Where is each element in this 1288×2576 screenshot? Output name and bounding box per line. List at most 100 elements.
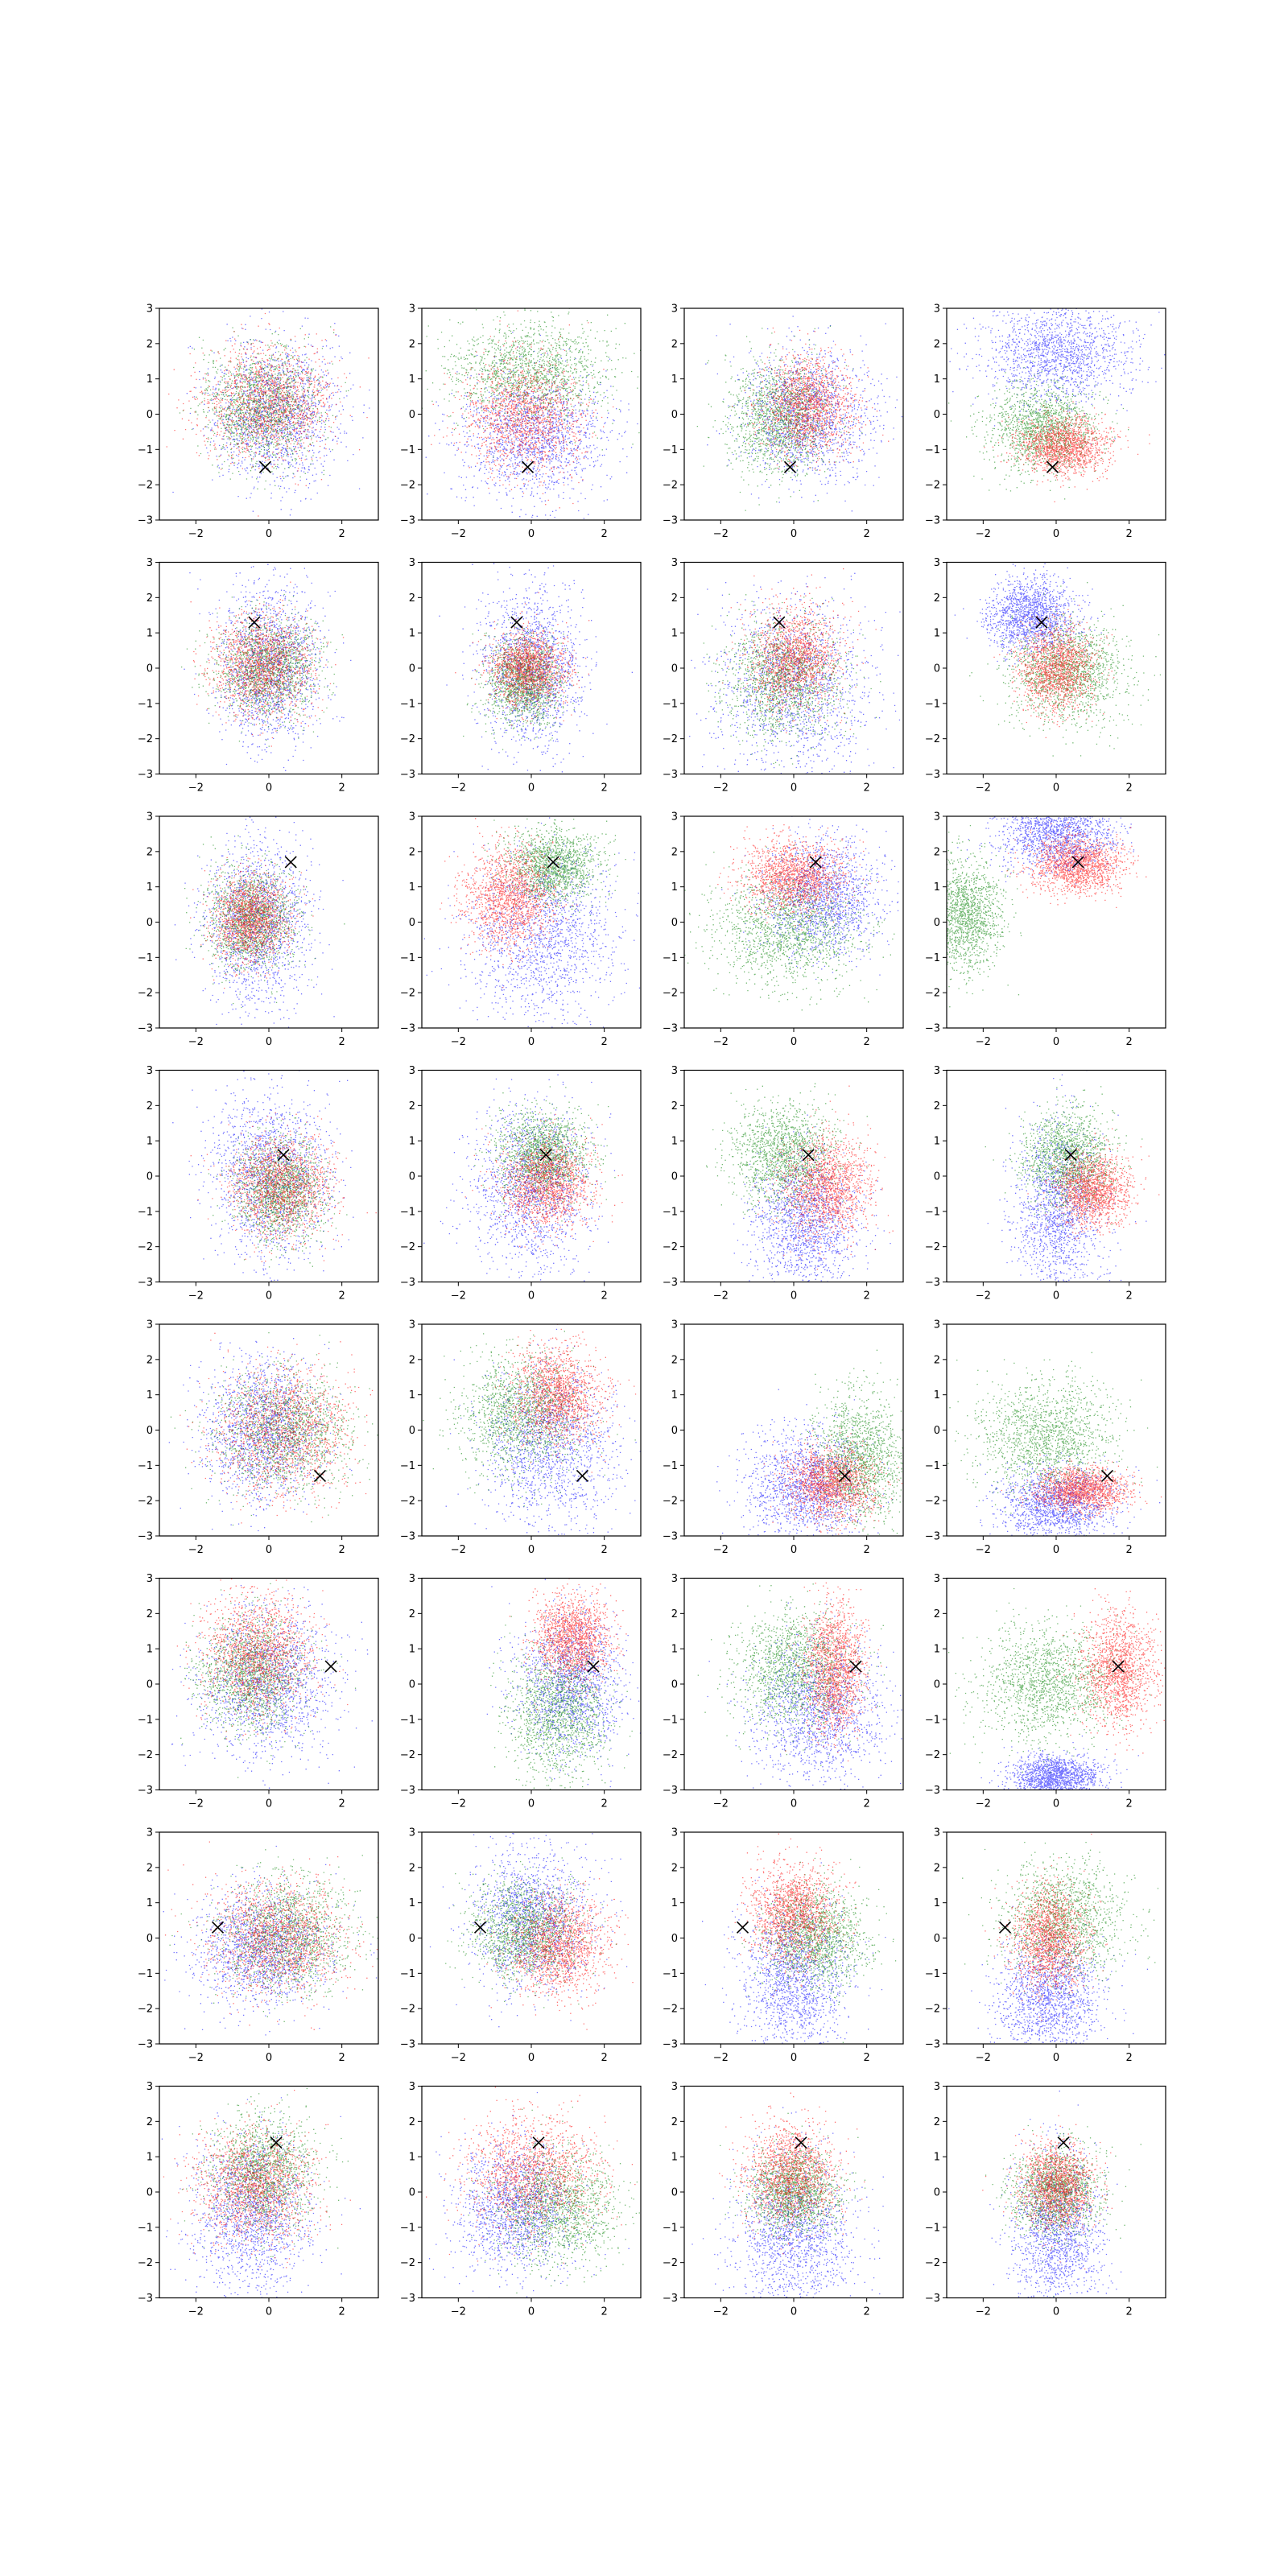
x-tick-label: −2 — [976, 1544, 991, 1556]
y-tick-label: −1 — [400, 1460, 415, 1472]
y-tick-label: 0 — [671, 1425, 678, 1437]
y-tick-label: −3 — [925, 515, 940, 527]
x-tick-label: 0 — [528, 2306, 535, 2318]
y-tick-label: −2 — [925, 1241, 940, 1253]
x-tick-label: 2 — [864, 1290, 870, 1302]
x-tick-label: 2 — [339, 2052, 345, 2064]
y-tick-label: 1 — [147, 1136, 153, 1148]
y-tick-label: −2 — [138, 2004, 153, 2016]
y-tick-label: 0 — [147, 1171, 153, 1183]
y-tick-label: −3 — [400, 2293, 415, 2305]
y-tick-label: −3 — [925, 2039, 940, 2051]
x-tick-label: −2 — [713, 528, 729, 540]
y-tick-label: 3 — [409, 557, 415, 569]
x-tick-label: 2 — [339, 1036, 345, 1048]
y-tick-label: −3 — [925, 1277, 940, 1289]
y-tick-label: −2 — [138, 480, 153, 492]
y-tick-label: −3 — [138, 1023, 153, 1035]
y-tick-label: −1 — [663, 952, 678, 964]
y-tick-label: −3 — [138, 1277, 153, 1289]
y-tick-label: −1 — [663, 1968, 678, 1980]
y-tick-label: 2 — [409, 338, 415, 350]
y-tick-label: −1 — [925, 1714, 940, 1726]
y-tick-label: 2 — [934, 846, 940, 858]
x-tick-label: 0 — [528, 528, 535, 540]
x-tick-label: 2 — [339, 1544, 345, 1556]
y-tick-label: 2 — [671, 1100, 678, 1113]
x-tick-label: −2 — [188, 1036, 204, 1048]
x-tick-label: −2 — [976, 2052, 991, 2064]
x-tick-label: 2 — [864, 528, 870, 540]
y-tick-label: −2 — [138, 2257, 153, 2269]
y-tick-label: −1 — [138, 1714, 153, 1726]
y-tick-label: −2 — [925, 1496, 940, 1508]
y-tick-label: 1 — [409, 374, 415, 386]
y-tick-label: 2 — [671, 1354, 678, 1366]
x-tick-label: 2 — [601, 1290, 608, 1302]
y-tick-label: −1 — [400, 698, 415, 710]
y-tick-label: −1 — [925, 1460, 940, 1472]
y-tick-label: 1 — [934, 1897, 940, 1909]
y-tick-label: −1 — [925, 2222, 940, 2234]
y-tick-label: −3 — [925, 2293, 940, 2305]
y-tick-label: 2 — [934, 338, 940, 350]
y-tick-label: 3 — [147, 2081, 153, 2093]
y-tick-label: 0 — [147, 1933, 153, 1945]
y-tick-label: 2 — [147, 1862, 153, 1874]
y-tick-label: 3 — [409, 2081, 415, 2093]
x-tick-label: 2 — [601, 1798, 608, 1810]
x-tick-label: 2 — [601, 1036, 608, 1048]
x-tick-label: −2 — [713, 1798, 729, 1810]
y-tick-label: −2 — [138, 1496, 153, 1508]
y-tick-label: −2 — [400, 480, 415, 492]
y-tick-label: 2 — [671, 1862, 678, 1874]
y-tick-label: −2 — [138, 733, 153, 745]
x-tick-label: 2 — [1126, 1290, 1133, 1302]
x-tick-label: 2 — [601, 2306, 608, 2318]
x-tick-label: 2 — [1126, 528, 1133, 540]
y-tick-label: 0 — [409, 917, 415, 929]
y-tick-label: 3 — [671, 303, 678, 316]
y-tick-label: 2 — [409, 1608, 415, 1620]
y-tick-label: −3 — [138, 515, 153, 527]
x-tick-label: −2 — [451, 1544, 466, 1556]
y-tick-label: 1 — [671, 1897, 678, 1909]
x-tick-label: −2 — [713, 1290, 729, 1302]
y-tick-label: −1 — [400, 1206, 415, 1218]
x-tick-label: −2 — [976, 2306, 991, 2318]
x-tick-label: 2 — [601, 1544, 608, 1556]
y-tick-label: 0 — [934, 1425, 940, 1437]
y-tick-label: 2 — [409, 1862, 415, 1874]
y-tick-label: −1 — [400, 1714, 415, 1726]
y-tick-label: 0 — [409, 663, 415, 675]
x-tick-label: −2 — [713, 782, 729, 795]
x-tick-label: 0 — [1053, 528, 1059, 540]
x-tick-label: 0 — [266, 528, 272, 540]
y-tick-label: 1 — [147, 628, 153, 640]
x-tick-label: 2 — [1126, 2306, 1133, 2318]
y-tick-label: 3 — [147, 1573, 153, 1585]
y-tick-label: 0 — [409, 1171, 415, 1183]
y-tick-label: −3 — [925, 1023, 940, 1035]
y-tick-label: −3 — [663, 2293, 678, 2305]
y-tick-label: −3 — [400, 1785, 415, 1797]
y-tick-label: 2 — [934, 592, 940, 605]
x-tick-label: −2 — [976, 528, 991, 540]
y-tick-label: 3 — [934, 1827, 940, 1839]
y-tick-label: −3 — [663, 1785, 678, 1797]
y-tick-label: −2 — [663, 1241, 678, 1253]
y-tick-label: −2 — [663, 1496, 678, 1508]
y-tick-label: −2 — [138, 1749, 153, 1761]
x-tick-label: −2 — [188, 2052, 204, 2064]
y-tick-label: 2 — [147, 846, 153, 858]
x-tick-label: 2 — [1126, 1544, 1133, 1556]
x-tick-label: 2 — [864, 1544, 870, 1556]
x-tick-label: 0 — [791, 1290, 797, 1302]
y-tick-label: −3 — [400, 1277, 415, 1289]
y-tick-label: −2 — [925, 733, 940, 745]
y-tick-label: 0 — [671, 409, 678, 421]
x-tick-label: 0 — [1053, 2306, 1059, 2318]
y-tick-label: 3 — [671, 1065, 678, 1077]
y-tick-label: 3 — [671, 1319, 678, 1331]
x-tick-label: 0 — [266, 2306, 272, 2318]
